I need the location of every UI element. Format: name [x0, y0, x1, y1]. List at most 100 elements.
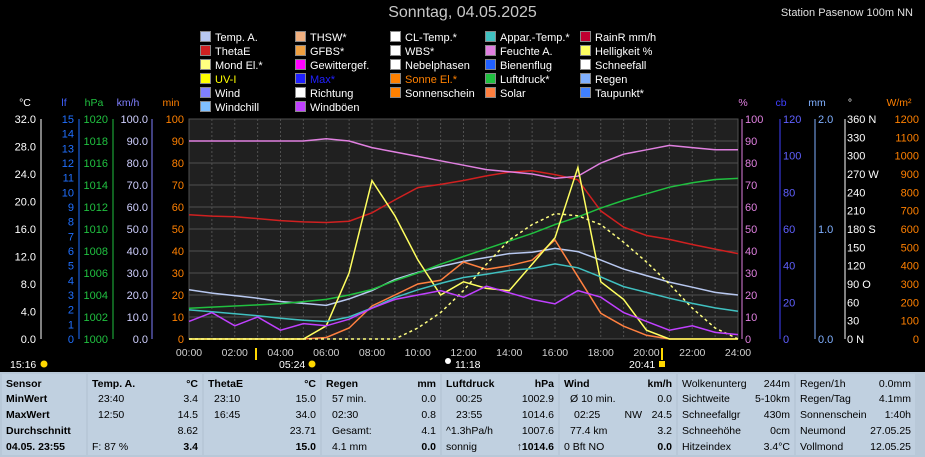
rain-header: Regen: [326, 378, 359, 390]
sensor-header: Sensor: [6, 378, 42, 390]
legend-item: Helligkeit %: [580, 45, 652, 58]
axis-tick-label: 60: [745, 202, 757, 214]
axis-tick-label: 1.0: [818, 224, 833, 236]
axis-tick-label: 50.0: [127, 224, 148, 236]
rain-current-value: 0.0: [421, 441, 436, 453]
axis-tick-label: 9: [68, 202, 74, 214]
axis-tick-label: 7: [68, 231, 74, 243]
axis-tick-label: 10: [745, 312, 757, 324]
wind-avg-value: 0.0: [657, 393, 672, 405]
legend-swatch: [200, 45, 211, 56]
axis-tick-label: 1100: [895, 132, 919, 144]
stats-table: Sensor MinWert MaxWert Durchschnitt 04.0…: [0, 372, 925, 457]
legend-swatch: [200, 59, 211, 70]
axis-tick-label: 0: [913, 334, 919, 346]
x-tick-label: 16:00: [542, 347, 568, 359]
x-tick-label: 04:00: [267, 347, 293, 359]
legend-swatch: [580, 45, 591, 56]
legend-label: Bienenflug: [500, 60, 552, 72]
thetae-min-time: 23:10: [214, 393, 241, 405]
legend-label: Gewittergef.: [310, 60, 370, 72]
x-tick-label: 22:00: [679, 347, 705, 359]
pressure-current-number: 1014.6: [521, 441, 554, 453]
x-tick-label: 08:00: [359, 347, 385, 359]
temp-unit: °C: [186, 378, 198, 390]
axis-tick-label: 50: [172, 224, 184, 236]
snowline-value: 430m: [763, 409, 790, 421]
legend-label: Max*: [310, 74, 336, 86]
axis-tick-label: 100.0: [120, 114, 148, 126]
axis-unit-label: min: [163, 97, 180, 109]
wind-max-direction: NW: [624, 409, 643, 421]
axis-tick-label: 70.0: [127, 180, 148, 192]
axis-unit-label: °: [848, 97, 852, 109]
current-date-label: 04.05. 23:55: [6, 441, 65, 453]
legend-swatch: [200, 73, 211, 84]
legend-swatch: [390, 73, 401, 84]
pressure-min-value: 1002.9: [521, 393, 554, 405]
pressure-avg-value: 1007.6: [521, 425, 554, 437]
axis-tick-label: 20: [745, 290, 757, 302]
wind-max-time: 02:25: [574, 409, 601, 421]
legend-label: GFBS*: [310, 46, 345, 58]
axis-tick-label: 0: [178, 334, 184, 346]
x-tick-label: 14:00: [496, 347, 522, 359]
stats-thetae-column: ThetaE °C 23:10 15.0 16:45 34.0 23.71 15.0: [204, 374, 320, 455]
x-tick-label: 24:00: [725, 347, 751, 359]
legend-swatch: [485, 87, 496, 98]
legend-item: Luftdruck*: [485, 73, 550, 86]
stats-sensor-column: Sensor MinWert MaxWert Durchschnitt 04.0…: [2, 374, 86, 455]
axis-tick-label: 800: [901, 187, 919, 199]
legend-label: Solar: [500, 88, 526, 100]
axis-tick-label: 8.0: [21, 279, 36, 291]
axis-tick-label: 1200: [895, 114, 919, 126]
axis-tick-label: 80: [783, 187, 795, 199]
rain-hour-label: Regen/1h: [800, 378, 846, 390]
legend-label: CL-Temp.*: [405, 32, 457, 44]
pressure-max-value: 1014.6: [521, 409, 554, 421]
legend-label: Feuchte A.: [500, 46, 553, 58]
x-tick-label: 00:00: [176, 347, 202, 359]
legend-item: Feuchte A.: [485, 45, 553, 58]
legend-swatch: [295, 87, 306, 98]
pressure-header: Luftdruck: [446, 378, 495, 390]
legend-label: Nebelphasen: [405, 60, 470, 72]
snowdepth-label: Schneehöhe: [682, 425, 741, 437]
legend-swatch: [295, 101, 306, 112]
axis-tick-label: 40: [783, 261, 795, 273]
rain-total-value: 4.1: [421, 425, 436, 437]
axis-tick-label: 10.0: [127, 312, 148, 324]
axis-tick-label: 60: [847, 297, 859, 309]
axis-tick-label: 13: [62, 143, 74, 155]
axis-tick-label: 600: [901, 224, 919, 236]
legend-swatch: [295, 45, 306, 56]
axis-tick-label: 28.0: [15, 142, 36, 154]
series-line: [189, 138, 738, 180]
axis-tick-label: 4.0: [21, 307, 36, 319]
thetae-current-value: 15.0: [295, 441, 316, 453]
axis-tick-label: 8: [68, 217, 74, 229]
marker-time-label: 20:41: [629, 359, 655, 371]
axis-tick-label: 30: [745, 268, 757, 280]
wind-r3-value: 3.2: [657, 425, 672, 437]
axis-tick-label: 60: [172, 202, 184, 214]
axis-tick-label: 0: [783, 334, 789, 346]
axis-tick-label: 100: [901, 316, 919, 328]
station-label: Station Pasenow 100m NN: [780, 7, 913, 19]
axis-unit-label: mm: [808, 97, 826, 109]
pressure-min-time: 00:25: [456, 393, 483, 405]
axis-tick-label: 1018: [84, 136, 108, 148]
fullmoon-value: 12.05.25: [870, 441, 911, 453]
legend-item: THSW*: [295, 31, 347, 44]
axis-tick-label: 60: [783, 224, 795, 236]
axis-tick-label: 180 S: [847, 224, 876, 236]
legend-item: Nebelphasen: [390, 59, 470, 72]
wind-distance: 77.4 km: [570, 425, 608, 437]
legend-swatch: [200, 31, 211, 42]
legend-label: Windböen: [310, 102, 360, 114]
cloudbase-label: Wolkenunterg: [682, 378, 747, 390]
legend-label: Windchill: [215, 102, 260, 114]
axis-tick-label: 70: [172, 180, 184, 192]
arrow-up-icon: ↑: [516, 441, 522, 453]
rain-duration: 57 min.: [332, 393, 367, 405]
